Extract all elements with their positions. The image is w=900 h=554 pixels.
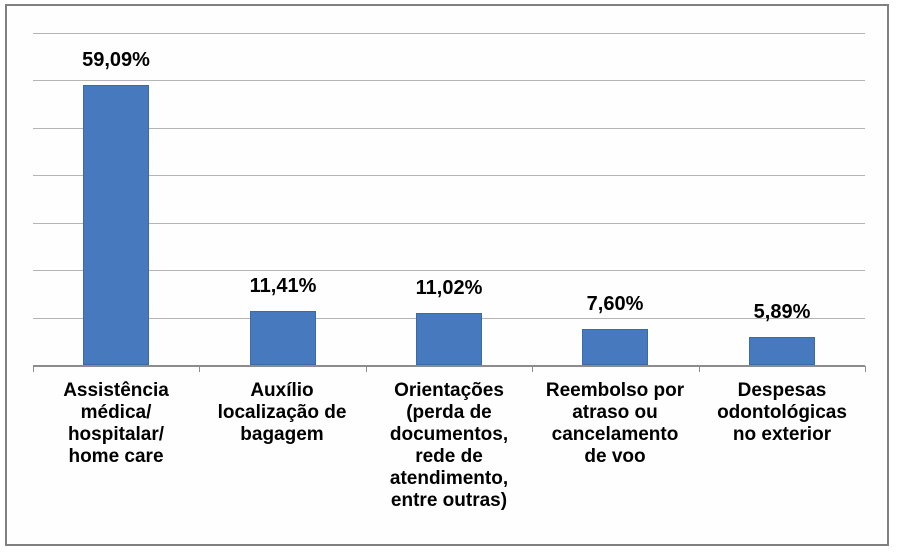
x-tick-label: Despesas odontológicas no exterior (699, 380, 865, 446)
x-tick-label-line: atraso ou (572, 402, 658, 423)
x-tick-label-line: localização de (217, 402, 347, 423)
x-tick-label-line: rede de (415, 446, 483, 467)
x-tick-label-line: bagagem (240, 424, 324, 445)
x-tick-label-line: hospitalar/ (67, 424, 165, 445)
bar-value-label: 5,89% (753, 301, 811, 323)
x-tick-label: Auxílio localização de bagagem (199, 380, 365, 446)
gridline (33, 222, 865, 224)
x-axis-tick (532, 366, 533, 372)
x-tick-label-line: Despesas (737, 380, 827, 401)
x-axis-tick (865, 366, 866, 372)
x-axis-line (33, 365, 865, 367)
bar (416, 313, 482, 365)
bar (83, 85, 149, 365)
bar (250, 311, 316, 365)
bar-value-label: 11,41% (249, 275, 317, 297)
x-tick-label-line: de voo (584, 446, 646, 467)
chart-frame (5, 4, 889, 546)
bar-value-label: 11,02% (415, 277, 483, 299)
gridline (33, 127, 865, 129)
x-tick-label-line: odontológicas (717, 402, 847, 423)
gridline (33, 80, 865, 82)
x-axis-tick (33, 366, 34, 372)
x-tick-label-line: médica/ (80, 402, 152, 423)
x-tick-label-line: Auxílio (250, 380, 314, 401)
bar-value-label: 7,60% (586, 293, 644, 315)
bar (582, 329, 648, 365)
x-tick-label: Orientações (perda de documentos, rede de at… (366, 380, 532, 512)
x-tick-label-line: atendimento, (389, 468, 509, 489)
x-tick-label-line: home care (68, 446, 164, 467)
x-tick-label-line: (perda de (406, 402, 492, 423)
gridline (33, 270, 865, 272)
x-tick-label-line: cancelamento (551, 424, 679, 445)
x-tick-label-line: Orientações (394, 380, 504, 401)
x-axis-tick (199, 366, 200, 372)
x-tick-label: Reembolso por atraso ou cancelamento de voo (532, 380, 698, 468)
gridline (33, 175, 865, 177)
x-tick-label: Assistência médica/hospitalar/home care (33, 380, 199, 468)
x-axis-tick (699, 366, 700, 372)
x-tick-label-line: no exterior (732, 424, 832, 445)
x-axis-tick (366, 366, 367, 372)
x-tick-label-line: entre outras) (390, 490, 508, 511)
bar (749, 337, 815, 365)
x-tick-label-line: documentos, (389, 424, 509, 445)
x-tick-label-line: Assistência (63, 380, 169, 401)
gridline (33, 33, 865, 34)
x-tick-label-line: Reembolso por (545, 380, 685, 401)
bar-value-label: 59,09% (82, 49, 150, 71)
